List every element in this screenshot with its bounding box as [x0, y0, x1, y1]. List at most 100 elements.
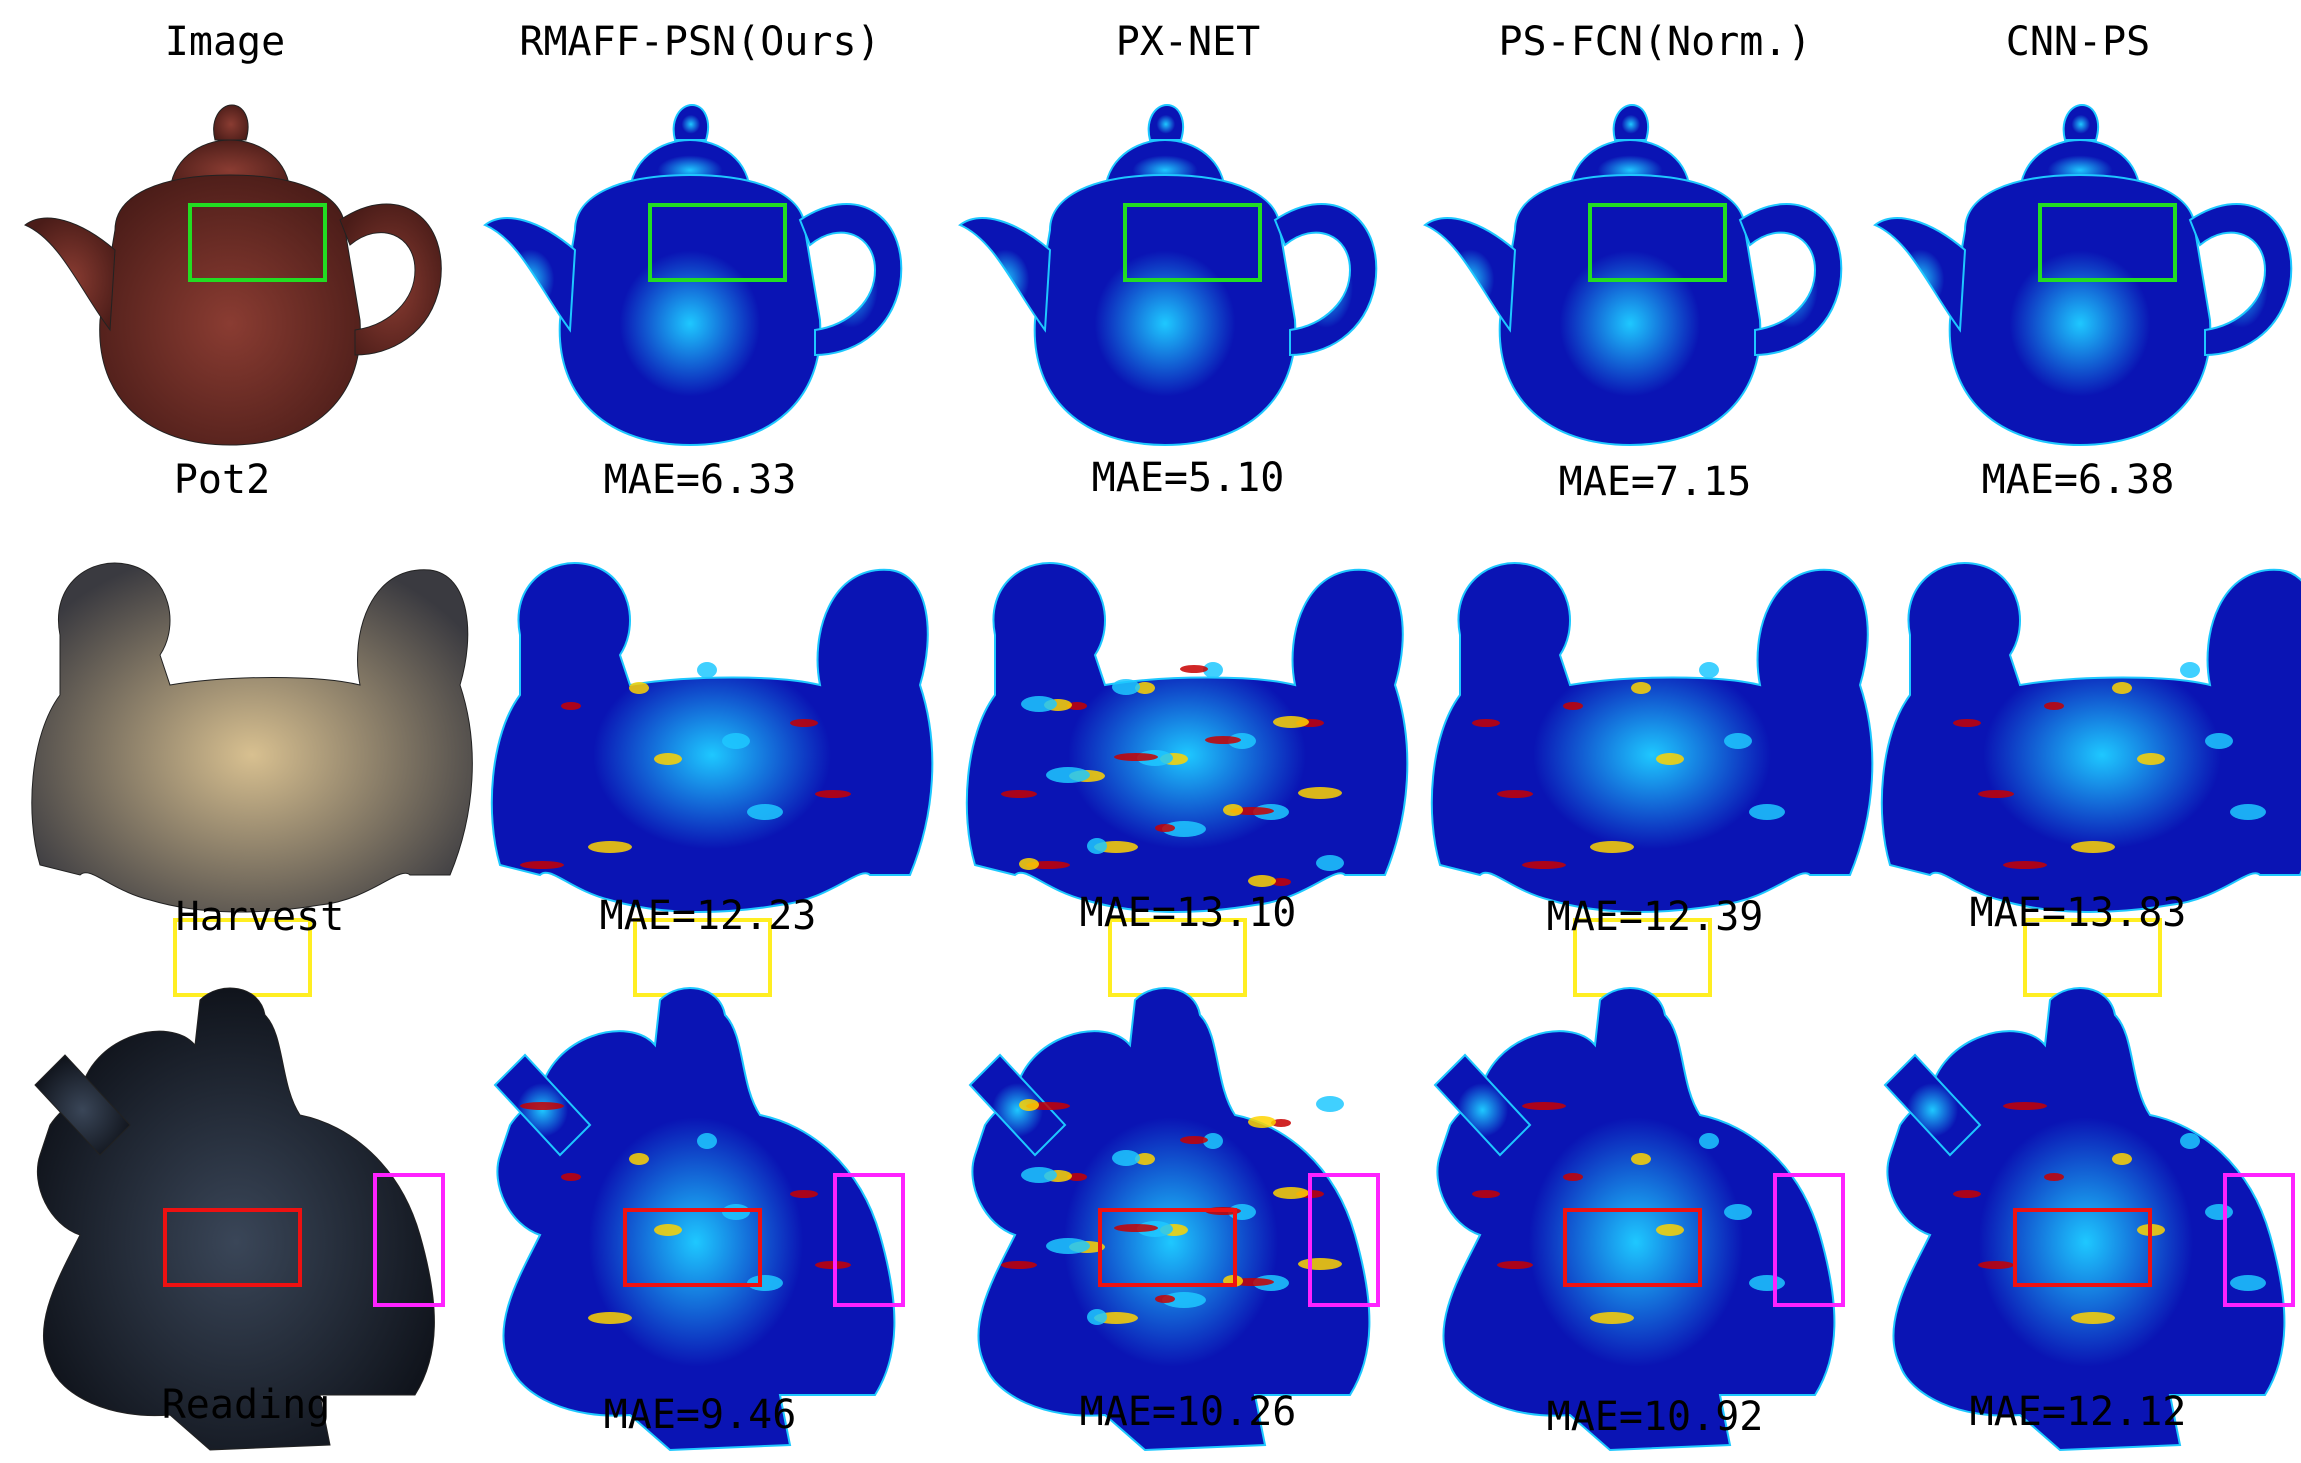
- object-silhouette: [672, 103, 710, 141]
- object-silhouette: [2062, 103, 2100, 141]
- object-silhouette: [971, 987, 1371, 1452]
- mae-label: MAE=5.10: [1091, 455, 1285, 501]
- error-map-reading-figurine: [968, 987, 1380, 1452]
- column-title-ps-fcn: PS-FCN(Norm.): [1498, 19, 1812, 65]
- mae-label: MAE=12.12: [1969, 1389, 2187, 1435]
- mae-label: MAE=13.83: [1969, 890, 2187, 936]
- column-title-px-net: PX-NET: [1115, 19, 1261, 65]
- error-hotspot: [1248, 875, 1276, 887]
- error-hotspot: [1631, 682, 1651, 694]
- object-silhouette: [968, 1053, 1067, 1157]
- error-hotspot: [1087, 838, 1107, 854]
- error-hotspot: [1749, 804, 1785, 820]
- error-hotspot: [1953, 1190, 1981, 1198]
- error-map-teapot: [958, 103, 1378, 447]
- highlight-box: [373, 1173, 445, 1307]
- object-silhouette: [1498, 173, 1762, 447]
- error-hotspot: [2071, 841, 2115, 853]
- error-hotspot: [629, 682, 649, 694]
- error-hotspot: [1155, 1295, 1175, 1303]
- mae-label: MAE=12.39: [1546, 894, 1764, 940]
- highlight-box: [188, 203, 327, 282]
- object-silhouette: [339, 203, 442, 356]
- error-hotspot: [1271, 878, 1291, 886]
- object-silhouette: [2188, 203, 2293, 357]
- object-silhouette: [1883, 1053, 1982, 1157]
- object-silhouette: [1880, 562, 2301, 913]
- object-silhouette: [31, 562, 473, 913]
- error-hotspot: [2180, 662, 2200, 678]
- error-hotspot: [747, 804, 783, 820]
- input-photo-reading-figurine: [34, 987, 445, 1451]
- mae-label: MAE=6.38: [1981, 457, 2175, 503]
- error-hotspot: [1228, 733, 1256, 749]
- error-hotspot: [520, 861, 564, 869]
- error-hotspot: [1273, 1187, 1309, 1199]
- row-label-harvest: Harvest: [175, 894, 345, 940]
- column-title-rmaff-psn: RMAFF-PSN(Ours): [519, 19, 881, 65]
- row-label-pot2: Pot2: [173, 457, 271, 503]
- error-hotspot: [1001, 790, 1037, 798]
- object-silhouette: [965, 562, 1409, 913]
- mae-label: MAE=12.23: [599, 893, 817, 939]
- error-hotspot: [1203, 662, 1223, 678]
- error-hotspot: [697, 1133, 717, 1149]
- error-hotspot: [2044, 1173, 2064, 1181]
- error-map-harvest-figurines: [1880, 562, 2301, 997]
- error-hotspot: [1205, 736, 1241, 744]
- error-hotspot: [815, 790, 851, 798]
- object-silhouette: [24, 217, 116, 332]
- error-hotspot: [1114, 1224, 1158, 1232]
- error-hotspot: [1067, 702, 1087, 710]
- object-silhouette: [1430, 562, 1874, 913]
- object-silhouette: [1423, 217, 1517, 333]
- error-hotspot: [790, 1190, 818, 1198]
- error-hotspot: [1563, 1173, 1583, 1181]
- error-map-teapot: [1873, 103, 2293, 447]
- error-map-reading-figurine: [1883, 987, 2295, 1452]
- error-hotspot: [1563, 702, 1583, 710]
- error-map-teapot: [1423, 103, 1843, 447]
- error-hotspot: [1656, 753, 1684, 765]
- error-hotspot: [1699, 662, 1719, 678]
- error-hotspot: [561, 702, 581, 710]
- error-hotspot: [1180, 1136, 1208, 1144]
- mae-label: MAE=10.92: [1546, 1394, 1764, 1440]
- error-hotspot: [1497, 790, 1533, 798]
- object-silhouette: [1948, 173, 2212, 447]
- highlight-box: [2013, 1208, 2152, 1287]
- highlight-box: [648, 203, 787, 282]
- error-hotspot: [1522, 1102, 1566, 1110]
- highlight-box: [623, 1208, 762, 1287]
- error-hotspot: [1298, 1258, 1342, 1270]
- error-hotspot: [1749, 1275, 1785, 1291]
- error-hotspot: [2112, 682, 2132, 694]
- column-title-image: Image: [164, 19, 286, 65]
- error-hotspot: [697, 662, 717, 678]
- error-hotspot: [1021, 1167, 1057, 1183]
- object-silhouette: [1147, 103, 1185, 141]
- error-hotspot: [2112, 1153, 2132, 1165]
- error-hotspot: [654, 1224, 682, 1236]
- error-hotspot: [1155, 824, 1175, 832]
- highlight-box: [833, 1173, 905, 1307]
- error-hotspot: [1273, 716, 1309, 728]
- error-hotspot: [1001, 1261, 1037, 1269]
- object-silhouette: [1612, 103, 1650, 141]
- row-label-reading: Reading: [161, 1382, 331, 1428]
- error-hotspot: [561, 1173, 581, 1181]
- error-hotspot: [1021, 696, 1057, 712]
- object-silhouette: [798, 203, 903, 357]
- object-silhouette: [213, 104, 249, 141]
- error-hotspot: [1019, 1099, 1039, 1111]
- error-hotspot: [588, 1312, 632, 1324]
- error-hotspot: [1162, 821, 1206, 837]
- error-hotspot: [1114, 753, 1158, 761]
- error-hotspot: [1631, 1153, 1651, 1165]
- object-silhouette: [1273, 203, 1378, 357]
- error-hotspot: [1298, 787, 1342, 799]
- object-silhouette: [558, 173, 822, 447]
- mae-label: MAE=10.26: [1079, 1389, 1297, 1435]
- highlight-box: [2223, 1173, 2295, 1307]
- error-hotspot: [1590, 841, 1634, 853]
